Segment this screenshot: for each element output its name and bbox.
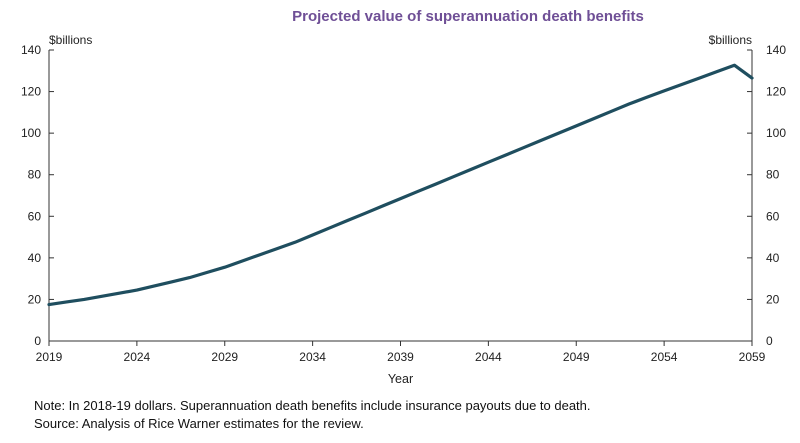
- y-tick-label-left: 140: [21, 43, 41, 57]
- y-unit-label-left: $billions: [49, 33, 92, 47]
- y-tick-label-left: 120: [21, 85, 41, 99]
- x-tick-label: 2034: [299, 350, 326, 364]
- chart-title: Projected value of superannuation death …: [292, 8, 644, 25]
- y-tick-label-right: 100: [766, 126, 786, 140]
- y-tick-label-left: 0: [34, 334, 41, 348]
- x-tick-label: 2039: [387, 350, 414, 364]
- x-tick-label: 2024: [124, 350, 151, 364]
- y-tick-label-left: 60: [28, 209, 42, 223]
- chart-notes: Note: In 2018-19 dollars. Superannuation…: [34, 397, 591, 433]
- y-tick-label-right: 40: [766, 251, 780, 265]
- y-tick-label-left: 40: [28, 251, 42, 265]
- x-tick-label: 2019: [36, 350, 63, 364]
- y-unit-label-right: $billions: [709, 33, 752, 47]
- y-tick-label-right: 120: [766, 85, 786, 99]
- y-tick-label-left: 20: [28, 292, 42, 306]
- y-tick-label-right: 140: [766, 43, 786, 57]
- y-tick-label-right: 80: [766, 168, 780, 182]
- y-tick-label-left: 80: [28, 168, 42, 182]
- x-tick-label: 2044: [475, 350, 502, 364]
- x-axis-title: Year: [388, 372, 413, 386]
- y-tick-label-left: 100: [21, 126, 41, 140]
- note-text: Note: In 2018-19 dollars. Superannuation…: [34, 398, 591, 413]
- x-tick-label: 2049: [563, 350, 590, 364]
- y-tick-label-right: 0: [766, 334, 773, 348]
- x-tick-label: 2029: [211, 350, 238, 364]
- x-tick-label: 2054: [651, 350, 678, 364]
- series-line: [47, 63, 754, 307]
- y-tick-label-right: 60: [766, 209, 780, 223]
- source-text: Source: Analysis of Rice Warner estimate…: [34, 416, 364, 431]
- y-tick-label-right: 20: [766, 292, 780, 306]
- x-tick-label: 2059: [739, 350, 766, 364]
